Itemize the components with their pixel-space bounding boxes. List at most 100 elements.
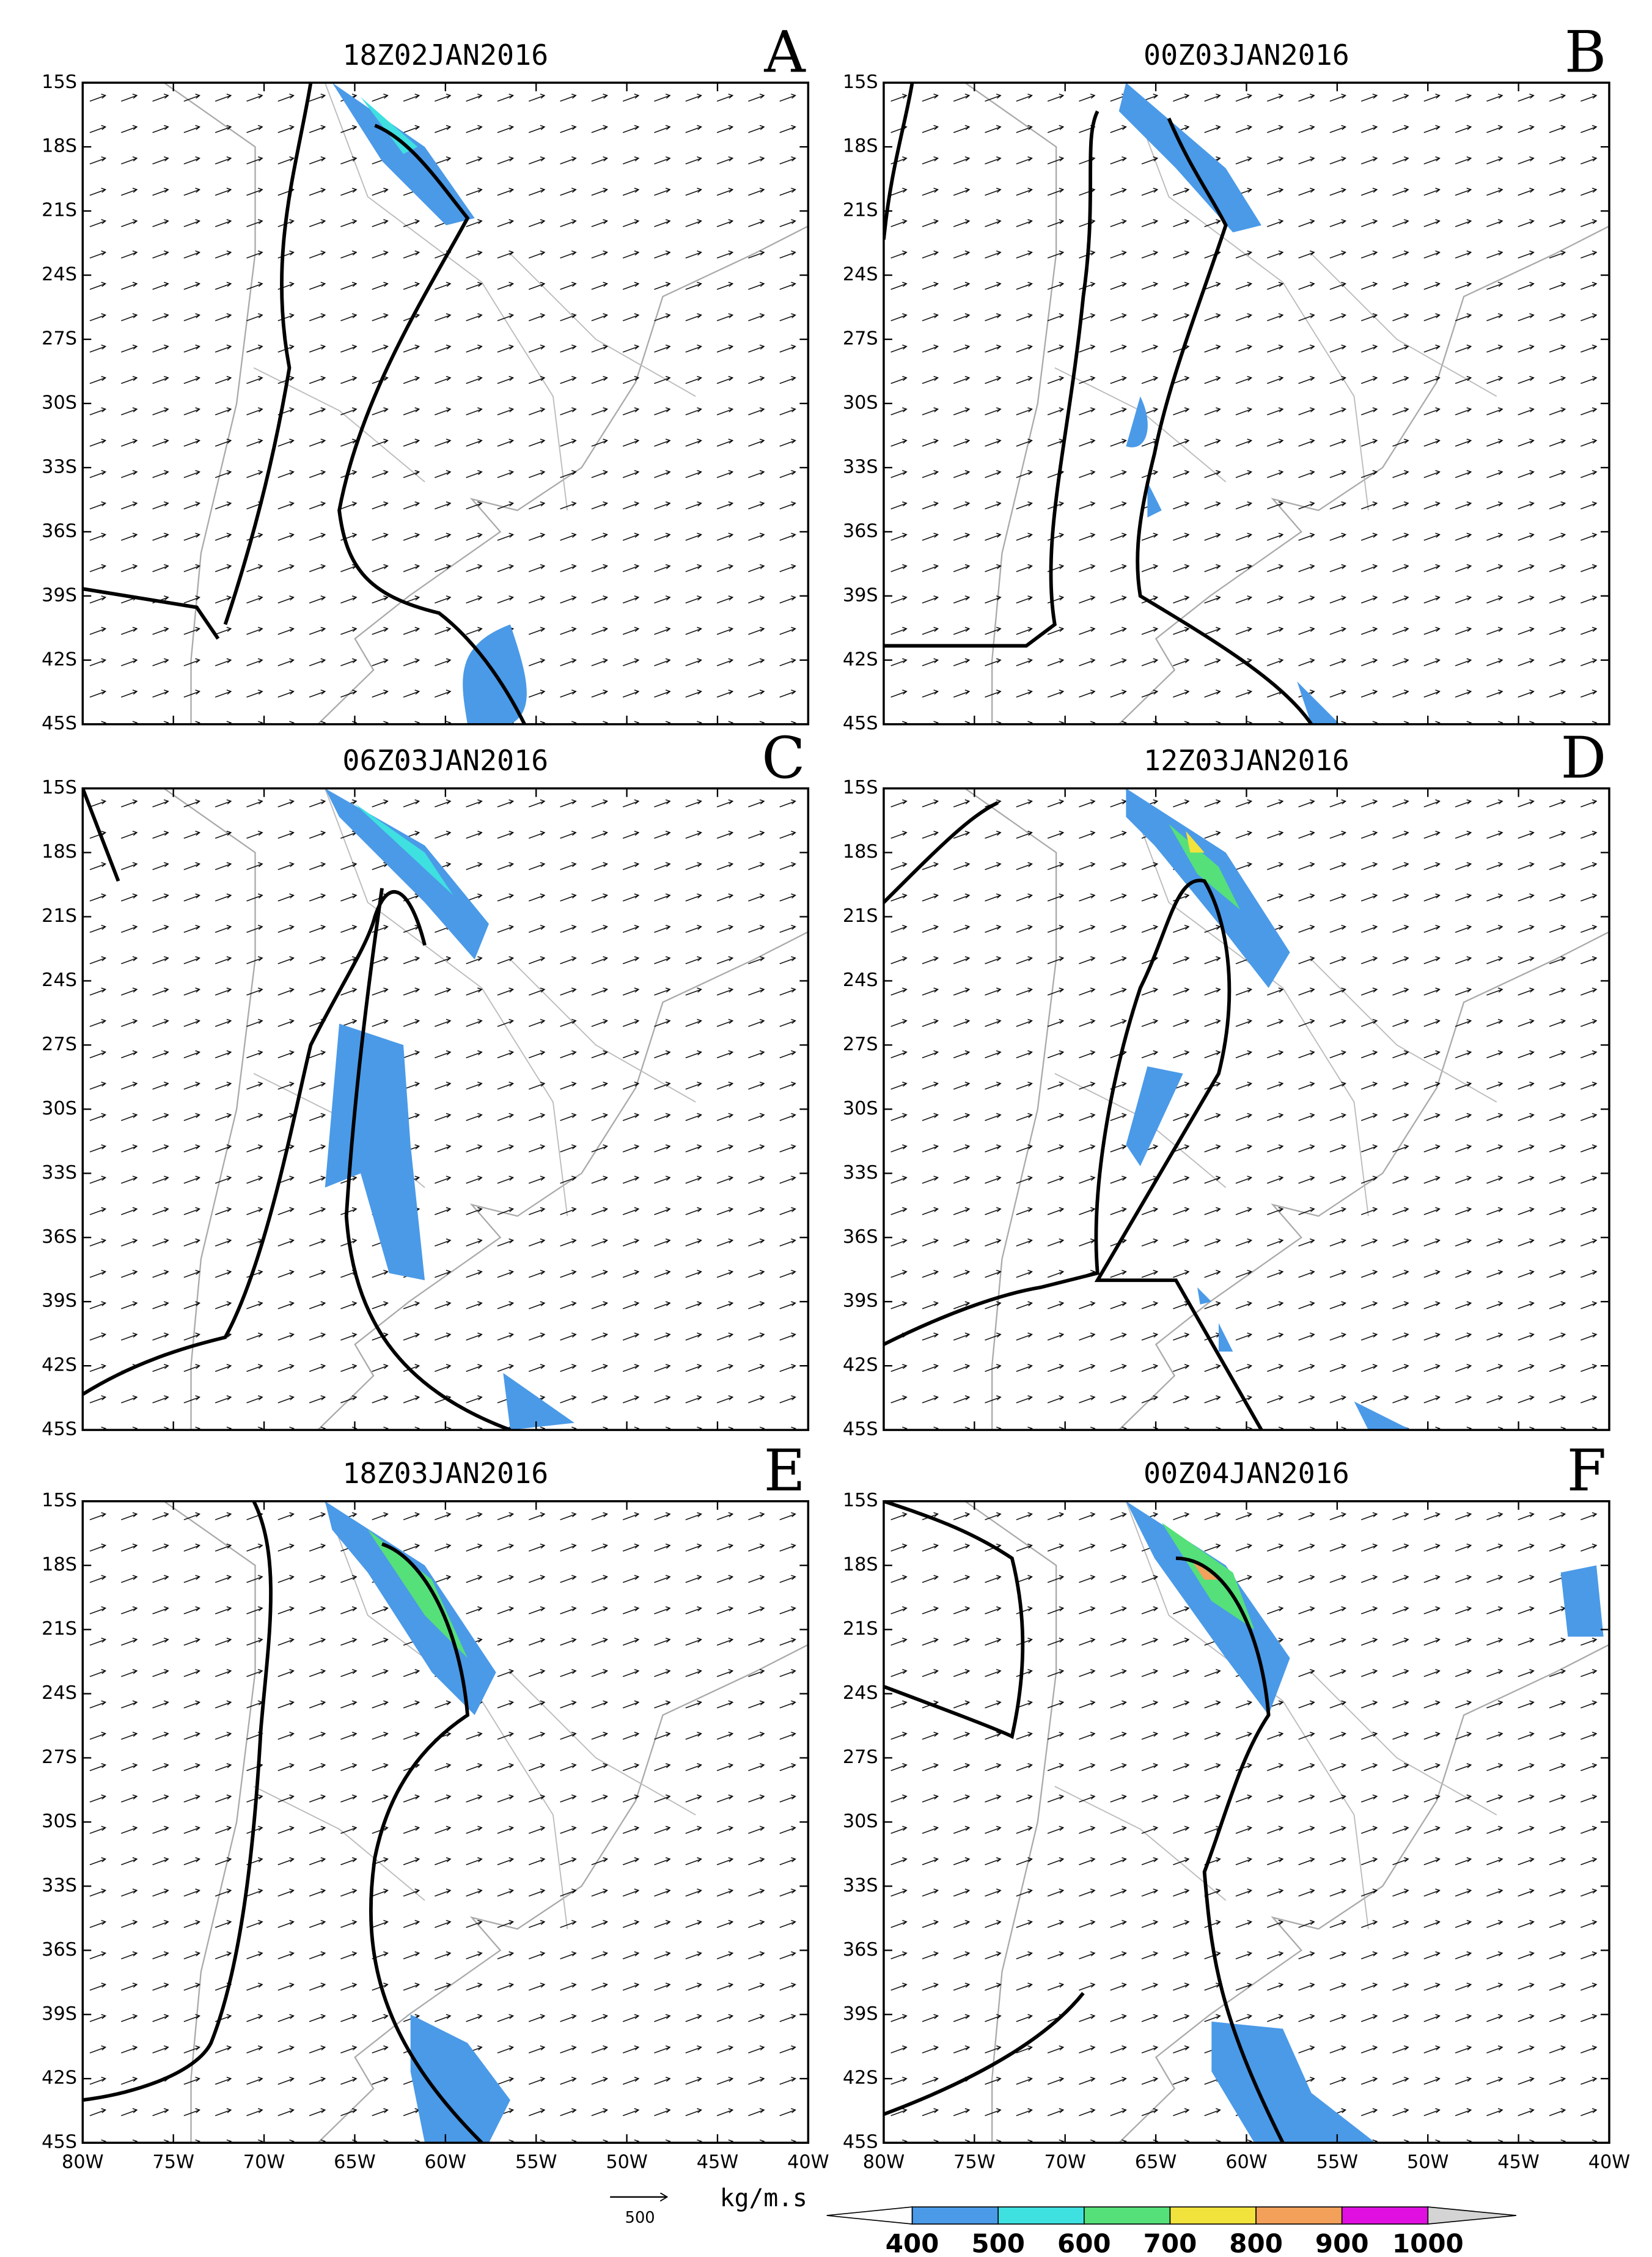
lat-tick-label: 33S (42, 1162, 77, 1184)
panel-title: 06Z03JAN2016 (342, 744, 548, 777)
colorbar: 400 500 600 700 800 900 1000 (826, 2206, 1517, 2257)
reference-vector: 500 kg/m.s (610, 2184, 807, 2227)
panel-art (83, 83, 527, 724)
lat-tick-label: 24S (843, 1682, 878, 1704)
lat-tick-label: 18S (42, 841, 77, 863)
lat-tick-label: 42S (843, 2067, 878, 2089)
panel-title: 00Z03JAN2016 (1144, 39, 1349, 72)
unit-label: kg/m.s (720, 2184, 807, 2212)
lat-tick-label: 27S (42, 328, 77, 350)
lat-tick-label: 18S (843, 841, 878, 863)
lon-tick-label: 60W (425, 2151, 467, 2173)
lat-tick-label: 18S (42, 136, 77, 157)
lat-tick-label: 18S (42, 1554, 77, 1575)
lon-tick-label: 70W (1044, 2151, 1086, 2173)
panel-letter: A (763, 19, 806, 86)
lat-tick-label: 30S (843, 392, 878, 413)
panel: 06Z03JAN2016 C 15S 18S 21S 24S 27S 30S 33S 36S 39S… (42, 724, 810, 1440)
lat-tick-label: 15S (843, 72, 878, 93)
lat-tick-label: 33S (843, 1162, 878, 1184)
lat-tick-label: 27S (843, 328, 878, 350)
lat-tick-label: 24S (843, 970, 878, 991)
panel: 18Z03JAN2016 E 15S 18S 21S 24S 27S 30S 33S 36S 39S… (42, 1437, 829, 2173)
lon-tick-label: 50W (606, 2151, 648, 2173)
panel-letter: C (762, 724, 805, 791)
panel-art (883, 83, 1340, 724)
lat-tick-label: 39S (42, 584, 77, 606)
lat-tick-label: 36S (42, 1226, 77, 1248)
lat-tick-label: 45S (42, 713, 77, 734)
lon-tick-label: 40W (1588, 2151, 1631, 2173)
lat-tick-label: 30S (42, 1811, 77, 1832)
lat-tick-label: 45S (843, 1419, 878, 1440)
panel: 12Z03JAN2016 D 15S 18S 21S 24S 27S 30S 33S 36S 39S… (843, 724, 1610, 1440)
lat-tick-label: 39S (843, 584, 878, 606)
lat-tick-label: 21S (42, 905, 77, 927)
vector-field (883, 83, 1609, 724)
panel-letter: E (764, 1437, 806, 1504)
lon-tick-label: 55W (515, 2151, 557, 2173)
colorbar-label: 800 (1229, 2229, 1283, 2255)
lon-tick-label: 45W (1497, 2151, 1540, 2173)
lat-tick-label: 39S (843, 2003, 878, 2025)
colorbar-under (826, 2206, 913, 2225)
lat-tick-label: 27S (843, 1034, 878, 1055)
panel-art (83, 788, 575, 1430)
lat-tick-label: 42S (42, 649, 77, 670)
panel: 18Z02JAN2016 A 15S 18S 21S 24S 27S 30S 33S 36S 39S… (42, 19, 810, 734)
lat-tick-label: 18S (843, 1554, 878, 1575)
colorbar-label: 500 (971, 2229, 1025, 2255)
lat-tick-label: 15S (42, 1490, 77, 1511)
lat-tick-label: 45S (843, 713, 878, 734)
colorbar-label: 400 (886, 2229, 939, 2255)
panel-letter: F (1567, 1437, 1607, 1504)
lat-tick-label: 21S (843, 905, 878, 927)
colorbar-segment (1169, 2206, 1257, 2225)
lat-tick-label: 33S (42, 1875, 77, 1896)
colorbar-label: 900 (1315, 2229, 1369, 2255)
lat-tick-label: 39S (42, 2003, 77, 2025)
lat-tick-label: 45S (42, 1419, 77, 1440)
colorbar-label: 700 (1144, 2229, 1197, 2255)
panel: 00Z04JAN2016 F 15S 18S 21S 24S 27S 30S 33S 36S 39S… (843, 1437, 1630, 2173)
lat-tick-label: 30S (42, 392, 77, 413)
colorbar-segment (1341, 2206, 1429, 2225)
lat-tick-label: 33S (843, 456, 878, 477)
lat-tick-label: 33S (843, 1875, 878, 1896)
panel-content (83, 1501, 809, 2143)
lat-tick-label: 15S (843, 1490, 878, 1511)
lat-tick-label: 15S (42, 777, 77, 798)
lon-tick-label: 70W (243, 2151, 285, 2173)
panel-content (883, 788, 1609, 1430)
lat-tick-label: 39S (42, 1291, 77, 1312)
panel-content (883, 1501, 1609, 2143)
panel-art (83, 1501, 510, 2143)
lon-tick-label: 50W (1407, 2151, 1449, 2173)
lat-tick-label: 33S (42, 456, 77, 477)
lat-tick-label: 21S (42, 200, 77, 221)
lon-tick-label: 45W (697, 2151, 739, 2173)
lon-tick-label: 75W (953, 2151, 996, 2173)
panel: 00Z03JAN2016 B 15S 18S 21S 24S 27S 30S 33S 36S 39S… (843, 19, 1610, 734)
panel-art (883, 1501, 1604, 2143)
colorbar-segment (1084, 2206, 1171, 2225)
lat-tick-label: 24S (42, 264, 77, 285)
colorbar-segment (911, 2206, 999, 2225)
lat-tick-label: 36S (42, 520, 77, 542)
lat-tick-label: 42S (42, 1355, 77, 1376)
lat-tick-label: 24S (843, 264, 878, 285)
colorbar-label: 600 (1057, 2229, 1111, 2255)
lat-tick-label: 36S (843, 1939, 878, 1961)
lat-tick-label: 42S (42, 2067, 77, 2089)
panel-content (83, 788, 809, 1430)
lat-tick-label: 45S (42, 2132, 77, 2153)
lat-tick-label: 39S (843, 1291, 878, 1312)
panel-title: 18Z03JAN2016 (342, 1457, 548, 1490)
panel-content (83, 83, 809, 724)
lon-tick-label: 60W (1225, 2151, 1268, 2173)
lat-tick-label: 42S (843, 1355, 878, 1376)
lat-tick-label: 30S (42, 1098, 77, 1119)
colorbar-label: 1000 (1392, 2229, 1464, 2255)
lat-tick-label: 30S (843, 1811, 878, 1832)
